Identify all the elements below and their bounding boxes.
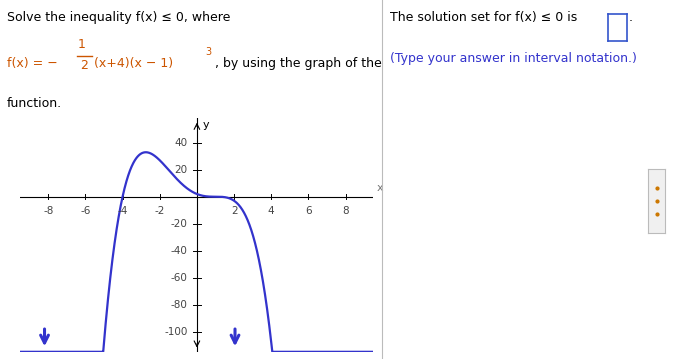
Text: 4: 4 (268, 206, 274, 216)
Text: (x+4)(x − 1): (x+4)(x − 1) (94, 57, 173, 70)
Text: 6: 6 (305, 206, 312, 216)
Text: 2: 2 (231, 206, 238, 216)
Text: .: . (629, 11, 633, 24)
Text: -8: -8 (43, 206, 54, 216)
Text: y: y (202, 120, 209, 130)
Text: -80: -80 (170, 300, 187, 309)
Text: 20: 20 (175, 165, 187, 175)
Text: -100: -100 (164, 327, 187, 337)
Text: function.: function. (7, 97, 62, 110)
Text: -20: -20 (170, 219, 187, 229)
Text: 1: 1 (78, 38, 86, 51)
Text: 40: 40 (175, 138, 187, 148)
Text: 2: 2 (80, 59, 88, 72)
Text: 3: 3 (205, 47, 211, 57)
Text: The solution set for f(x) ≤ 0 is: The solution set for f(x) ≤ 0 is (390, 11, 578, 24)
Text: (Type your answer in interval notation.): (Type your answer in interval notation.) (390, 52, 638, 65)
Text: , by using the graph of the: , by using the graph of the (215, 57, 382, 70)
Text: -40: -40 (170, 246, 187, 256)
Text: Solve the inequality f(x) ≤ 0, where: Solve the inequality f(x) ≤ 0, where (7, 11, 230, 24)
Text: f(x) = −: f(x) = − (7, 57, 62, 70)
Text: -60: -60 (170, 272, 187, 283)
Text: 8: 8 (342, 206, 349, 216)
Text: -4: -4 (117, 206, 128, 216)
Text: x: x (377, 183, 384, 193)
Text: -6: -6 (80, 206, 90, 216)
Text: -2: -2 (155, 206, 165, 216)
